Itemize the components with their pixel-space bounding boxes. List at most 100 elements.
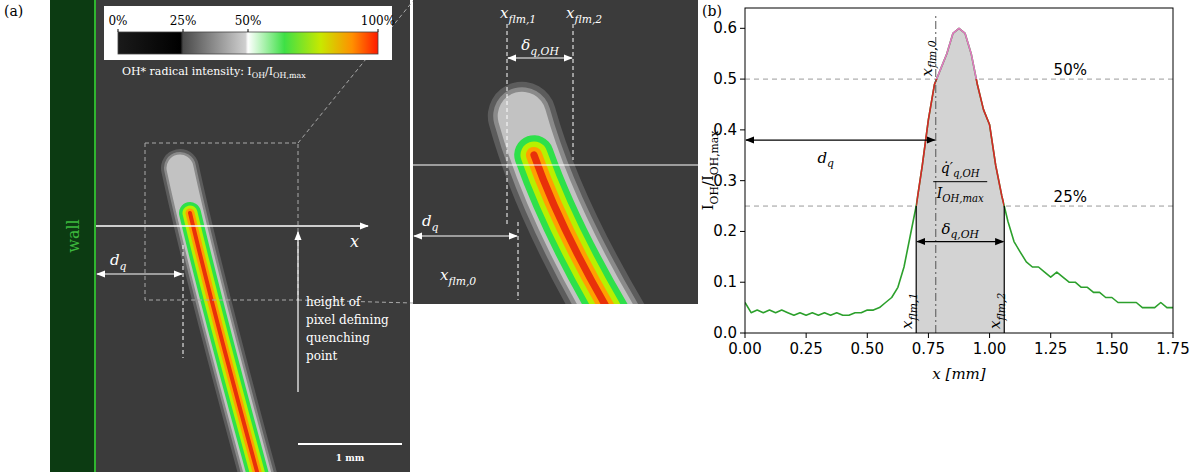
inset-flm2-label: xflm,2 [566, 4, 602, 26]
y-tick-label: 0.1 [713, 273, 737, 291]
inset-row-line [413, 164, 698, 165]
text-part: d [110, 251, 120, 269]
inset-dq-label: dq [422, 212, 439, 234]
text-part: d [817, 149, 827, 167]
flame-core [534, 155, 620, 304]
height-label: height of [306, 295, 362, 309]
quench-line [183, 245, 184, 358]
intensity-curve [745, 28, 1173, 315]
fraction-denominator: IOH,max [936, 185, 984, 204]
y-tick-label: 0.2 [713, 222, 737, 240]
colorbar-tick-label: 100% [361, 14, 395, 28]
text-part: q,OH [953, 168, 980, 179]
text-part: flm,1 [507, 13, 536, 26]
inset-flm1-label: xflm,1 [500, 4, 536, 26]
x-tick-label: 1.00 [973, 340, 1006, 358]
x-tick [1173, 333, 1174, 338]
dq-label: dq [817, 149, 834, 171]
y-tick-label: 0.6 [713, 19, 737, 37]
y-tick [740, 231, 745, 232]
scale-bar [298, 443, 402, 445]
x-tick [806, 333, 807, 338]
x-tick-label: 1.50 [1095, 340, 1128, 358]
text-part: OH [708, 186, 721, 204]
inset-delta-arrow [508, 57, 572, 58]
colorbar-box [104, 6, 392, 60]
height-label: point [306, 349, 337, 363]
flame-halo [180, 168, 262, 472]
panel-letter: (b) [702, 3, 722, 19]
text-part: OH,max [942, 193, 984, 204]
height-label: quenching [306, 331, 370, 345]
x-tick [1111, 333, 1112, 338]
inset-flm2-line [573, 24, 574, 160]
flame-halo [522, 116, 620, 304]
text-part: flm,0 [926, 40, 939, 69]
x-tick-label: 0.00 [728, 340, 761, 358]
inset-dq-arrow [414, 235, 517, 236]
colorbar-tick-label: 0% [108, 14, 127, 28]
flame-halo [522, 116, 620, 304]
x-tick [928, 333, 929, 338]
delta-label: δq,OH [941, 220, 979, 242]
x-tick-label: 1.25 [1034, 340, 1067, 358]
plot-frame [745, 8, 1173, 333]
colorbar [118, 32, 378, 54]
inset-flm0-label: xflm,0 [440, 266, 476, 288]
wall-edge [94, 0, 96, 472]
flame-core [534, 155, 620, 304]
colorbar-tick-label: 25% [170, 14, 197, 28]
y-tick [740, 282, 745, 283]
band-above-50 [916, 28, 1004, 79]
y-tick-label: 0.5 [713, 70, 737, 88]
marker-label: xflm,2 [986, 293, 1008, 329]
text-part: /I [265, 65, 273, 78]
colorbar-tick [378, 29, 379, 32]
text-part: flm,0 [447, 275, 476, 288]
text-part: OH* radical intensity: I [122, 65, 252, 78]
flame-core [190, 213, 262, 472]
height-arrow [297, 232, 298, 392]
text-part: q [827, 157, 834, 170]
colorbar-tick [248, 29, 249, 32]
threshold-label: 50% [1054, 61, 1087, 79]
y-tick [740, 180, 745, 181]
inset-delta-label: δq,OH [521, 36, 559, 58]
flame-halo [522, 116, 620, 304]
colorbar-tick [118, 29, 119, 32]
x-arrow [96, 225, 368, 227]
fraction-bar [933, 181, 987, 182]
y-tick [740, 333, 745, 334]
dq-arrow [746, 139, 935, 140]
x-axis-title: x [mm] [932, 365, 986, 383]
text-part: q,OH [950, 228, 979, 241]
marker-label: xflm,0 [918, 40, 940, 76]
flame-region-fill [916, 28, 1004, 333]
inset-flm1-line [507, 24, 508, 225]
threshold-label: 25% [1054, 188, 1087, 206]
flame-halo [180, 168, 262, 472]
x-tick-label: 1.75 [1156, 340, 1189, 358]
text-part: δ [521, 36, 530, 54]
colorbar-tick-label: 50% [235, 14, 262, 28]
height-label: pixel defining [306, 313, 389, 327]
flame-halo [180, 168, 262, 472]
flame-core [534, 155, 620, 304]
band-25-50 [916, 79, 1004, 206]
text-part: OH,max [273, 71, 306, 80]
x-tick-label: 0.25 [789, 340, 822, 358]
text-part: flm,2 [573, 13, 602, 26]
intensity-curve-mid [916, 79, 1004, 206]
scale-bar-label: 1 mm [336, 453, 365, 463]
x-tick [745, 333, 746, 338]
text-part: OH [252, 71, 265, 80]
flame-core [190, 213, 262, 472]
colorbar-tick [183, 29, 184, 32]
y-tick [740, 79, 745, 80]
x-tick [867, 333, 868, 338]
text-part: d [422, 212, 432, 230]
text-part: /I [699, 175, 717, 186]
y-tick [740, 28, 745, 29]
text-part: flm,1 [907, 293, 920, 322]
x-arrow-label: x [350, 232, 359, 251]
